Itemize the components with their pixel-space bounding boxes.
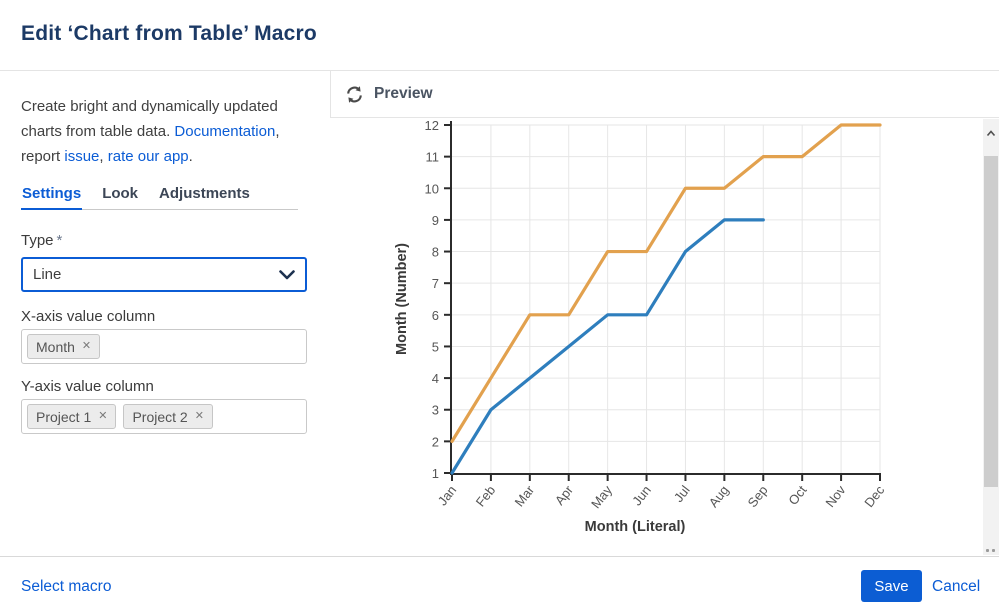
resize-grip-icon xyxy=(992,549,995,552)
select-macro-link[interactable]: Select macro xyxy=(21,578,112,595)
chevron-down-icon xyxy=(279,269,295,279)
svg-text:Jun: Jun xyxy=(629,483,654,509)
svg-text:Sep: Sep xyxy=(745,483,771,510)
preview-scrollbar[interactable] xyxy=(983,119,999,555)
description-text: , report xyxy=(21,123,280,165)
tab-look[interactable]: Look xyxy=(102,185,139,202)
xaxis-column-label: X-axis value column xyxy=(21,308,156,325)
tab-adjustments[interactable]: Adjustments xyxy=(159,185,250,202)
rate-app-link[interactable]: rate our app xyxy=(107,148,189,165)
svg-text:Jul: Jul xyxy=(671,483,693,505)
tab-settings[interactable]: Settings xyxy=(21,183,83,210)
save-button[interactable]: Save xyxy=(861,570,922,602)
tag-month: Month ✕ xyxy=(27,334,101,359)
tag-label: Project 2 xyxy=(132,408,188,425)
svg-text:Jan: Jan xyxy=(435,483,460,509)
remove-tag-icon[interactable]: ✕ xyxy=(194,410,204,422)
chart-preview: 1 2 3 4 5 6 7 8 9 10 11 12 Jan Feb Mar Apr May Jun Jul Aug S… xyxy=(330,118,983,556)
svg-text:8: 8 xyxy=(432,245,439,260)
svg-text:Month (Literal): Month (Literal) xyxy=(585,519,686,535)
required-asterisk: * xyxy=(56,232,63,249)
yaxis-column-field[interactable]: Project 1 ✕ Project 2 ✕ xyxy=(21,399,307,434)
description-text: Create bright and dynamically updated ch… xyxy=(21,98,278,140)
preview-label: Preview xyxy=(374,85,433,102)
svg-text:9: 9 xyxy=(432,213,439,228)
svg-text:11: 11 xyxy=(426,150,440,165)
svg-text:Aug: Aug xyxy=(706,483,732,510)
page-title: Edit ‘Chart from Table’ Macro xyxy=(21,22,317,45)
preview-header: Preview xyxy=(331,71,999,118)
tag-project-1: Project 1 ✕ xyxy=(27,404,117,429)
svg-text:1: 1 xyxy=(432,466,439,481)
svg-text:Mar: Mar xyxy=(512,482,538,509)
svg-text:Oct: Oct xyxy=(785,482,810,507)
documentation-link[interactable]: Documentation xyxy=(174,123,276,140)
cancel-link[interactable]: Cancel xyxy=(932,578,981,595)
svg-text:Month (Number): Month (Number) xyxy=(394,243,410,355)
chart-type-select[interactable]: Line xyxy=(21,257,307,292)
header-divider xyxy=(0,70,999,71)
svg-text:Nov: Nov xyxy=(822,482,848,510)
remove-tag-icon[interactable]: ✕ xyxy=(81,340,92,352)
svg-text:Apr: Apr xyxy=(552,482,577,508)
scrollbar-thumb[interactable] xyxy=(984,156,998,487)
description-text: , xyxy=(99,148,108,165)
svg-text:2: 2 xyxy=(432,434,439,449)
svg-text:3: 3 xyxy=(432,403,439,418)
svg-text:Dec: Dec xyxy=(861,482,887,510)
tag-project-2: Project 2 ✕ xyxy=(123,404,213,429)
type-label-text: Type xyxy=(21,232,54,249)
svg-text:12: 12 xyxy=(425,118,439,133)
svg-text:4: 4 xyxy=(432,371,439,386)
yaxis-column-label: Y-axis value column xyxy=(21,378,154,395)
svg-text:May: May xyxy=(588,482,615,511)
remove-tag-icon[interactable]: ✕ xyxy=(98,410,108,422)
resize-grip-icon xyxy=(986,549,989,552)
svg-text:Feb: Feb xyxy=(473,483,499,510)
xaxis-column-field[interactable]: Month ✕ xyxy=(21,329,307,364)
tag-label: Month xyxy=(36,338,75,355)
report-issue-link[interactable]: issue xyxy=(64,148,100,165)
svg-text:6: 6 xyxy=(432,308,439,323)
tag-label: Project 1 xyxy=(36,408,92,425)
refresh-icon[interactable] xyxy=(345,85,364,104)
scroll-up-icon[interactable] xyxy=(985,125,997,143)
footer-divider xyxy=(0,556,999,557)
settings-tabs: Settings Look Adjustments xyxy=(21,183,298,210)
svg-text:10: 10 xyxy=(425,181,439,196)
svg-text:7: 7 xyxy=(432,276,439,291)
svg-text:5: 5 xyxy=(432,339,439,354)
type-label: Type * xyxy=(21,232,62,249)
description-text: . xyxy=(188,148,193,165)
macro-description: Create bright and dynamically updated ch… xyxy=(21,94,313,169)
chart-type-value: Line xyxy=(33,266,62,283)
